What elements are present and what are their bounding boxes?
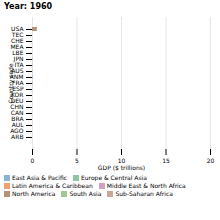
- svg-text:CAN: CAN: [10, 109, 24, 117]
- svg-text:AGO: AGO: [10, 127, 24, 135]
- html-text:North America: North America: [12, 190, 56, 197]
- html-text:Latin America & Caribbean: Latin America & Caribbean: [12, 182, 93, 189]
- html-text:South Asia: South Asia: [69, 190, 102, 197]
- svg-text:ARB: ARB: [11, 133, 23, 140]
- svg-text:FRA: FRA: [12, 79, 24, 87]
- svg-text:5: 5: [75, 157, 79, 164]
- svg-text:BRA: BRA: [11, 115, 24, 123]
- svg-text:JPN: JPN: [13, 55, 24, 63]
- svg-text:Country code: Country code: [7, 63, 15, 104]
- svg-text:GDP ($ trillions): GDP ($ trillions): [98, 164, 145, 171]
- svg-text:MEA: MEA: [10, 43, 24, 51]
- svg-text:AUL: AUL: [11, 121, 24, 129]
- svg-text:TEC: TEC: [11, 31, 24, 39]
- svg-text:CHE: CHE: [11, 37, 24, 45]
- html-text:Middle East & North Africa: Middle East & North Africa: [106, 182, 186, 189]
- svg-text:10: 10: [117, 156, 126, 164]
- svg-text:15: 15: [162, 157, 170, 164]
- html-text:Year: 1960: Year: 1960: [4, 2, 53, 11]
- svg-text:ESP: ESP: [12, 85, 24, 93]
- svg-text:20: 20: [207, 157, 215, 164]
- html-text:East Asia & Pacific: East Asia & Pacific: [12, 174, 67, 181]
- svg-text:0: 0: [31, 157, 35, 164]
- svg-text:LBE: LBE: [12, 49, 24, 57]
- html-text:Sub-Saharan Africa: Sub-Saharan Africa: [115, 190, 173, 197]
- html-text:Europe & Central Asia: Europe & Central Asia: [81, 174, 147, 181]
- svg-text:ITA: ITA: [14, 61, 24, 69]
- svg-text:USA: USA: [11, 25, 24, 33]
